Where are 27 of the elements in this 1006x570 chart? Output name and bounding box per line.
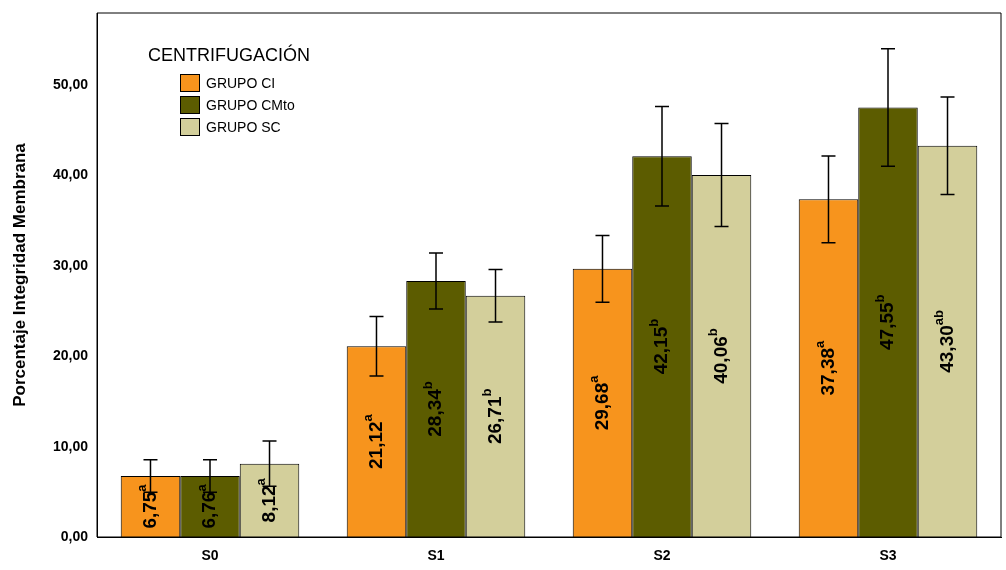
y-tick-label: 30,00 bbox=[52, 256, 89, 273]
x-tick-label: S2 bbox=[653, 547, 671, 564]
data-label: 42,15b bbox=[645, 318, 672, 375]
legend-title: CENTRIFUGACIÓN bbox=[148, 45, 310, 66]
legend-label: GRUPO CI bbox=[206, 75, 276, 91]
data-label: 47,55b bbox=[871, 294, 898, 350]
legend-label: GRUPO CMto bbox=[206, 97, 295, 113]
data-label: 6,76a bbox=[193, 483, 220, 529]
data-label: 21,12a bbox=[360, 413, 386, 469]
data-label: 26,71b bbox=[479, 388, 505, 445]
data-label: 29,68a bbox=[586, 374, 612, 431]
legend-label: GRUPO SC bbox=[206, 119, 281, 135]
y-tick-label: 10,00 bbox=[52, 437, 89, 454]
data-label: 43,30ab bbox=[931, 309, 957, 373]
data-label: 8,12a bbox=[253, 477, 279, 523]
y-tick-label: 0,00 bbox=[60, 527, 89, 544]
x-tick-label: S1 bbox=[427, 547, 445, 564]
y-tick-label: 20,00 bbox=[52, 347, 89, 364]
y-axis-title: Porcentaje Integridad Membrana bbox=[9, 142, 29, 407]
y-tick-label: 40,00 bbox=[52, 166, 89, 183]
data-label: 37,38a bbox=[812, 339, 838, 396]
data-label: 40,06b bbox=[705, 328, 731, 384]
data-label: 28,34b bbox=[419, 381, 446, 437]
y-tick-label: 50,00 bbox=[52, 76, 89, 93]
x-tick-label: S0 bbox=[201, 547, 219, 564]
data-label: 6,75a bbox=[134, 483, 160, 529]
x-tick-label: S3 bbox=[879, 547, 897, 564]
